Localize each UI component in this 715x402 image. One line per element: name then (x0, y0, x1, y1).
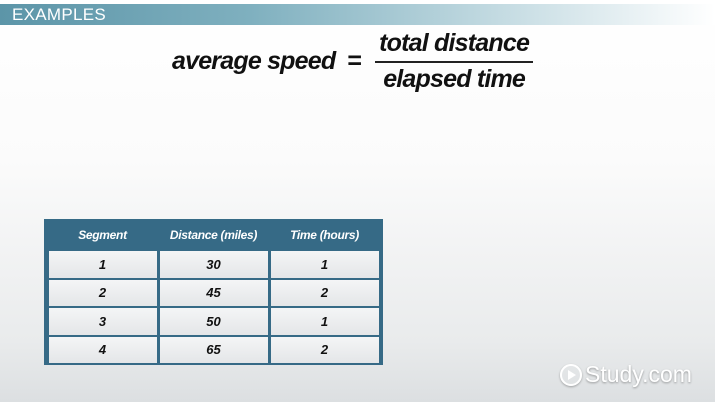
table-row: 2 45 2 (47, 278, 380, 307)
formula-equals: = (347, 46, 362, 75)
cell-time: 1 (270, 307, 379, 336)
cell-time: 2 (270, 278, 379, 307)
cell-distance: 50 (159, 307, 268, 336)
segment-table: Segment Distance (miles) Time (hours) 1 … (44, 219, 383, 365)
logo-text: Study.com (585, 361, 692, 387)
cell-time: 1 (270, 250, 379, 279)
cell-time: 2 (270, 335, 379, 364)
cell-segment: 1 (48, 250, 157, 279)
play-circle-icon (560, 363, 582, 386)
cell-distance: 65 (159, 335, 268, 364)
average-speed-formula: average speed = total distance elapsed t… (172, 26, 534, 96)
formula-denominator: elapsed time (383, 64, 526, 93)
header-segment: Segment (78, 227, 127, 242)
cell-segment: 4 (48, 335, 157, 364)
cell-distance: 45 (159, 278, 268, 307)
header-distance: Distance (miles) (169, 227, 258, 242)
header-time: Time (hours) (290, 227, 359, 242)
cell-distance: 30 (159, 250, 268, 279)
table-row: 4 65 2 (47, 335, 380, 364)
study-com-logo: Study.com (560, 361, 692, 388)
formula-numerator: total distance (375, 29, 534, 63)
table-header: Segment Distance (miles) Time (hours) (47, 219, 380, 250)
cell-segment: 3 (48, 307, 157, 336)
section-banner: EXAMPLES (0, 4, 715, 25)
table-row: 1 30 1 (47, 250, 380, 279)
table-row: 3 50 1 (47, 307, 380, 336)
formula-fraction: total distance elapsed time (375, 29, 534, 94)
section-title: EXAMPLES (12, 5, 107, 24)
cell-segment: 2 (48, 278, 157, 307)
formula-lhs: average speed (172, 46, 336, 75)
